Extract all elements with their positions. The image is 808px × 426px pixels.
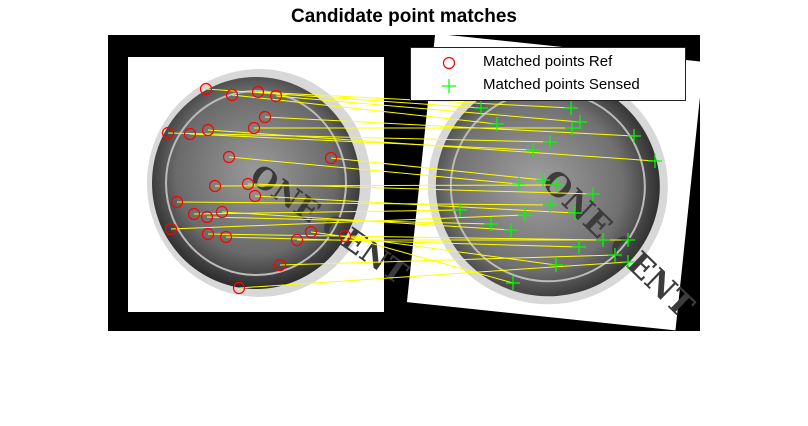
ref-points (161, 82, 352, 295)
sensed-image: ONE CENT (406, 33, 704, 331)
sensed-point-marker (621, 255, 635, 269)
sensed-point-marker (550, 178, 564, 192)
ref-point-marker (208, 179, 222, 193)
sensed-point-marker (526, 143, 540, 157)
match-line (238, 261, 629, 289)
ref-point-marker (232, 281, 246, 295)
sensed-point-marker (504, 223, 518, 237)
match-line (170, 214, 526, 230)
ref-point-marker (251, 85, 265, 99)
ref-point-marker (222, 150, 236, 164)
sensed-point-marker (608, 248, 622, 262)
match-line (207, 233, 604, 241)
ref-point-marker (201, 123, 215, 137)
ref-point-marker (273, 258, 287, 272)
sensed-point-marker (549, 258, 563, 272)
ref-point-marker (215, 205, 229, 219)
figure-title: Candidate point matches (291, 6, 517, 27)
ref-point-marker (241, 177, 255, 191)
circle-marker-icon (442, 56, 456, 70)
sensed-point-marker (490, 117, 504, 131)
sensed-point-marker (565, 121, 579, 135)
legend-label-ref: Matched points Ref (483, 53, 613, 70)
legend-entry-sensed: Matched points Sensed (411, 74, 685, 98)
sensed-point-marker (568, 206, 582, 220)
match-line (189, 133, 534, 151)
match-line (176, 201, 551, 206)
legend: Matched points Ref Matched points Sensed (410, 47, 686, 101)
ref-point-marker (324, 151, 338, 165)
sensed-point-marker (621, 233, 635, 247)
match-line (279, 254, 616, 266)
match-line (167, 132, 551, 143)
ref-point-marker (200, 210, 214, 224)
sensed-point-marker (536, 173, 550, 187)
match-line (207, 129, 656, 162)
match-line (254, 195, 576, 214)
match-line (247, 183, 594, 195)
sensed-point-marker (572, 240, 586, 254)
ref-point-marker (290, 233, 304, 247)
ref-point-marker (201, 227, 215, 241)
ref-point-marker (170, 195, 184, 209)
sensed-point-marker (474, 101, 488, 115)
sensed-point-marker (596, 233, 610, 247)
sensed-point-marker (543, 135, 557, 149)
ref-point-marker (258, 110, 272, 124)
ref-point-marker (183, 127, 197, 141)
sensed-point-marker (484, 217, 498, 231)
ref-point-marker (161, 126, 175, 140)
ref-point-marker (199, 82, 213, 96)
sensed-point-marker (453, 203, 467, 217)
ref-point-marker (247, 121, 261, 135)
match-line (275, 95, 581, 123)
sensed-point-marker (564, 101, 578, 115)
sensed-point-marker (586, 187, 600, 201)
legend-entry-ref: Matched points Ref (411, 51, 685, 75)
match-line (206, 216, 492, 225)
sensed-point-marker (627, 129, 641, 143)
match-line (225, 236, 580, 248)
match-line (330, 157, 544, 181)
sensed-point-marker (518, 208, 532, 222)
sensed-points (453, 101, 662, 290)
match-line (205, 88, 482, 109)
ref-point-marker (338, 229, 352, 243)
sensed-point-marker (543, 198, 557, 212)
sensed-point-marker (506, 276, 520, 290)
match-line (214, 184, 558, 187)
ref-point-marker (225, 88, 239, 102)
sensed-point-marker (573, 115, 587, 129)
legend-label-sensed: Matched points Sensed (483, 76, 640, 93)
sensed-point-marker (648, 154, 662, 168)
sensed-point-marker (512, 177, 526, 191)
ref-point-marker (219, 230, 233, 244)
ref-point-marker (248, 189, 262, 203)
ref-point-marker (269, 89, 283, 103)
match-line (231, 94, 498, 125)
match-line (344, 235, 514, 284)
ref-point-marker (187, 207, 201, 221)
plus-marker-icon (442, 79, 456, 93)
ref-point-marker (304, 225, 318, 239)
ref-point-marker (164, 222, 178, 236)
match-line (228, 156, 520, 185)
match-lines (167, 88, 656, 289)
